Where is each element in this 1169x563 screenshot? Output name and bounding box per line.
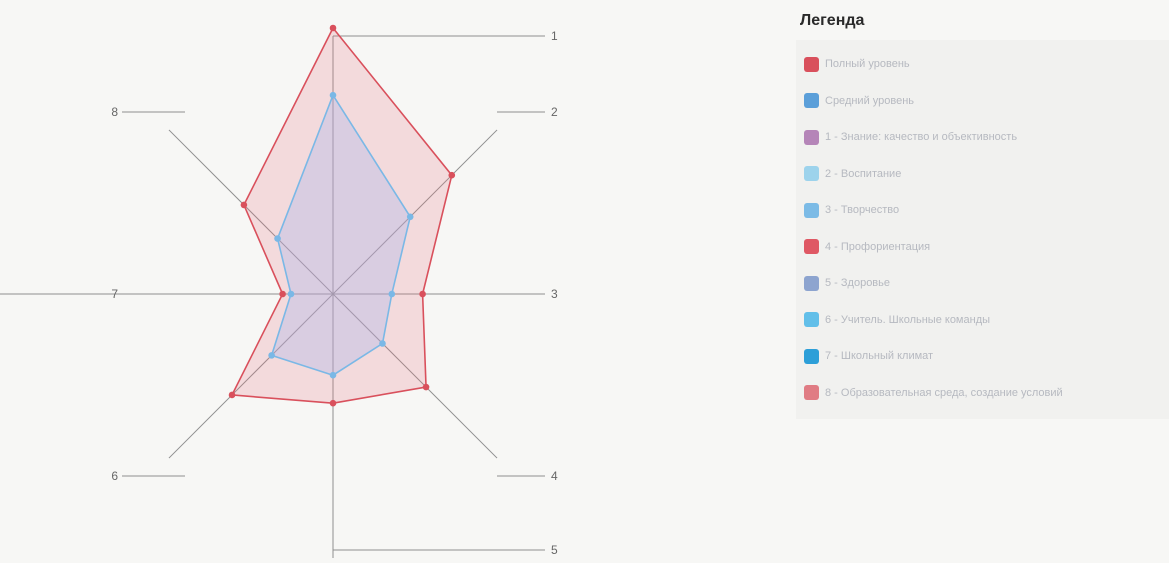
- axis-label: 8: [111, 105, 118, 119]
- data-point: [422, 383, 430, 391]
- legend-swatch: [804, 93, 819, 109]
- legend-list: Полный уровень Средний уровень 1 - Знание:…: [796, 40, 1169, 419]
- data-point: [388, 290, 396, 298]
- legend-item: 3 - Творчество: [796, 192, 1169, 229]
- data-point: [274, 235, 281, 242]
- data-point: [287, 290, 295, 298]
- axis-label: 5: [551, 543, 558, 557]
- axis-spoke: [332, 293, 498, 459]
- axis-spoke: [168, 129, 334, 295]
- data-point: [329, 399, 337, 407]
- axis-spoke: [168, 293, 334, 459]
- legend-item: 4 - Профориентация: [796, 229, 1169, 266]
- legend-item: Полный уровень: [796, 46, 1169, 83]
- legend-label: 1 - Знание: качество и объективность: [825, 131, 1018, 144]
- data-point: [228, 391, 236, 399]
- axis-label: 4: [551, 469, 558, 483]
- axis-spoke: [332, 129, 498, 295]
- data-point: [419, 290, 426, 298]
- legend-label: Полный уровень: [825, 58, 910, 71]
- legend-swatch: [804, 385, 819, 401]
- legend-label: 5 - Здоровье: [825, 277, 891, 290]
- legend-item: 7 - Школьный климат: [796, 338, 1169, 375]
- axis-label: 1: [551, 29, 558, 43]
- data-point: [329, 91, 337, 99]
- legend-swatch: [804, 239, 819, 255]
- data-point: [329, 24, 337, 32]
- legend-item: 1 - Знание: качество и объективность: [796, 119, 1169, 156]
- legend-panel: Легенда Полный уровень Средний уровень 1 -…: [796, 12, 1169, 419]
- legend-swatch: [804, 129, 819, 145]
- legend-swatch: [804, 348, 819, 364]
- legend-item: Средний уровень: [796, 83, 1169, 120]
- axis-label: 7: [111, 287, 118, 301]
- legend-item: 5 - Здоровье: [796, 265, 1169, 302]
- axis-label: 2: [551, 105, 558, 119]
- radar-chart: 1 2 3 4 5 6 7 8: [0, 24, 558, 563]
- legend-label: Средний уровень: [825, 94, 915, 107]
- legend-item: 2 - Воспитание: [796, 156, 1169, 193]
- legend-item: 6 - Учитель. Школьные команды: [796, 302, 1169, 339]
- axis-label: 3: [551, 287, 558, 301]
- legend-swatch: [804, 56, 819, 72]
- data-point: [329, 371, 337, 379]
- data-point: [448, 171, 456, 179]
- legend-swatch: [804, 275, 819, 291]
- data-point: [279, 290, 286, 298]
- radar-svg: 1 2 3 4 5 6 7 8: [0, 24, 558, 563]
- data-point: [379, 340, 386, 347]
- legend-label: 7 - Школьный климат: [825, 350, 934, 363]
- legend-label: 3 - Творчество: [825, 204, 900, 217]
- legend-swatch: [804, 312, 819, 328]
- legend-label: 2 - Воспитание: [825, 167, 902, 180]
- data-point: [268, 352, 275, 359]
- legend-label: 8 - Образовательная среда, создание усло…: [825, 386, 1063, 399]
- axis-label: 6: [111, 469, 118, 483]
- legend-swatch: [804, 166, 819, 182]
- data-point: [240, 201, 248, 209]
- legend-title: Легенда: [800, 12, 865, 29]
- data-point: [406, 213, 414, 221]
- legend-item: 8 - Образовательная среда, создание усло…: [796, 375, 1169, 412]
- legend-swatch: [804, 202, 819, 218]
- legend-label: 6 - Учитель. Школьные команды: [825, 313, 991, 326]
- legend-label: 4 - Профориентация: [825, 240, 931, 253]
